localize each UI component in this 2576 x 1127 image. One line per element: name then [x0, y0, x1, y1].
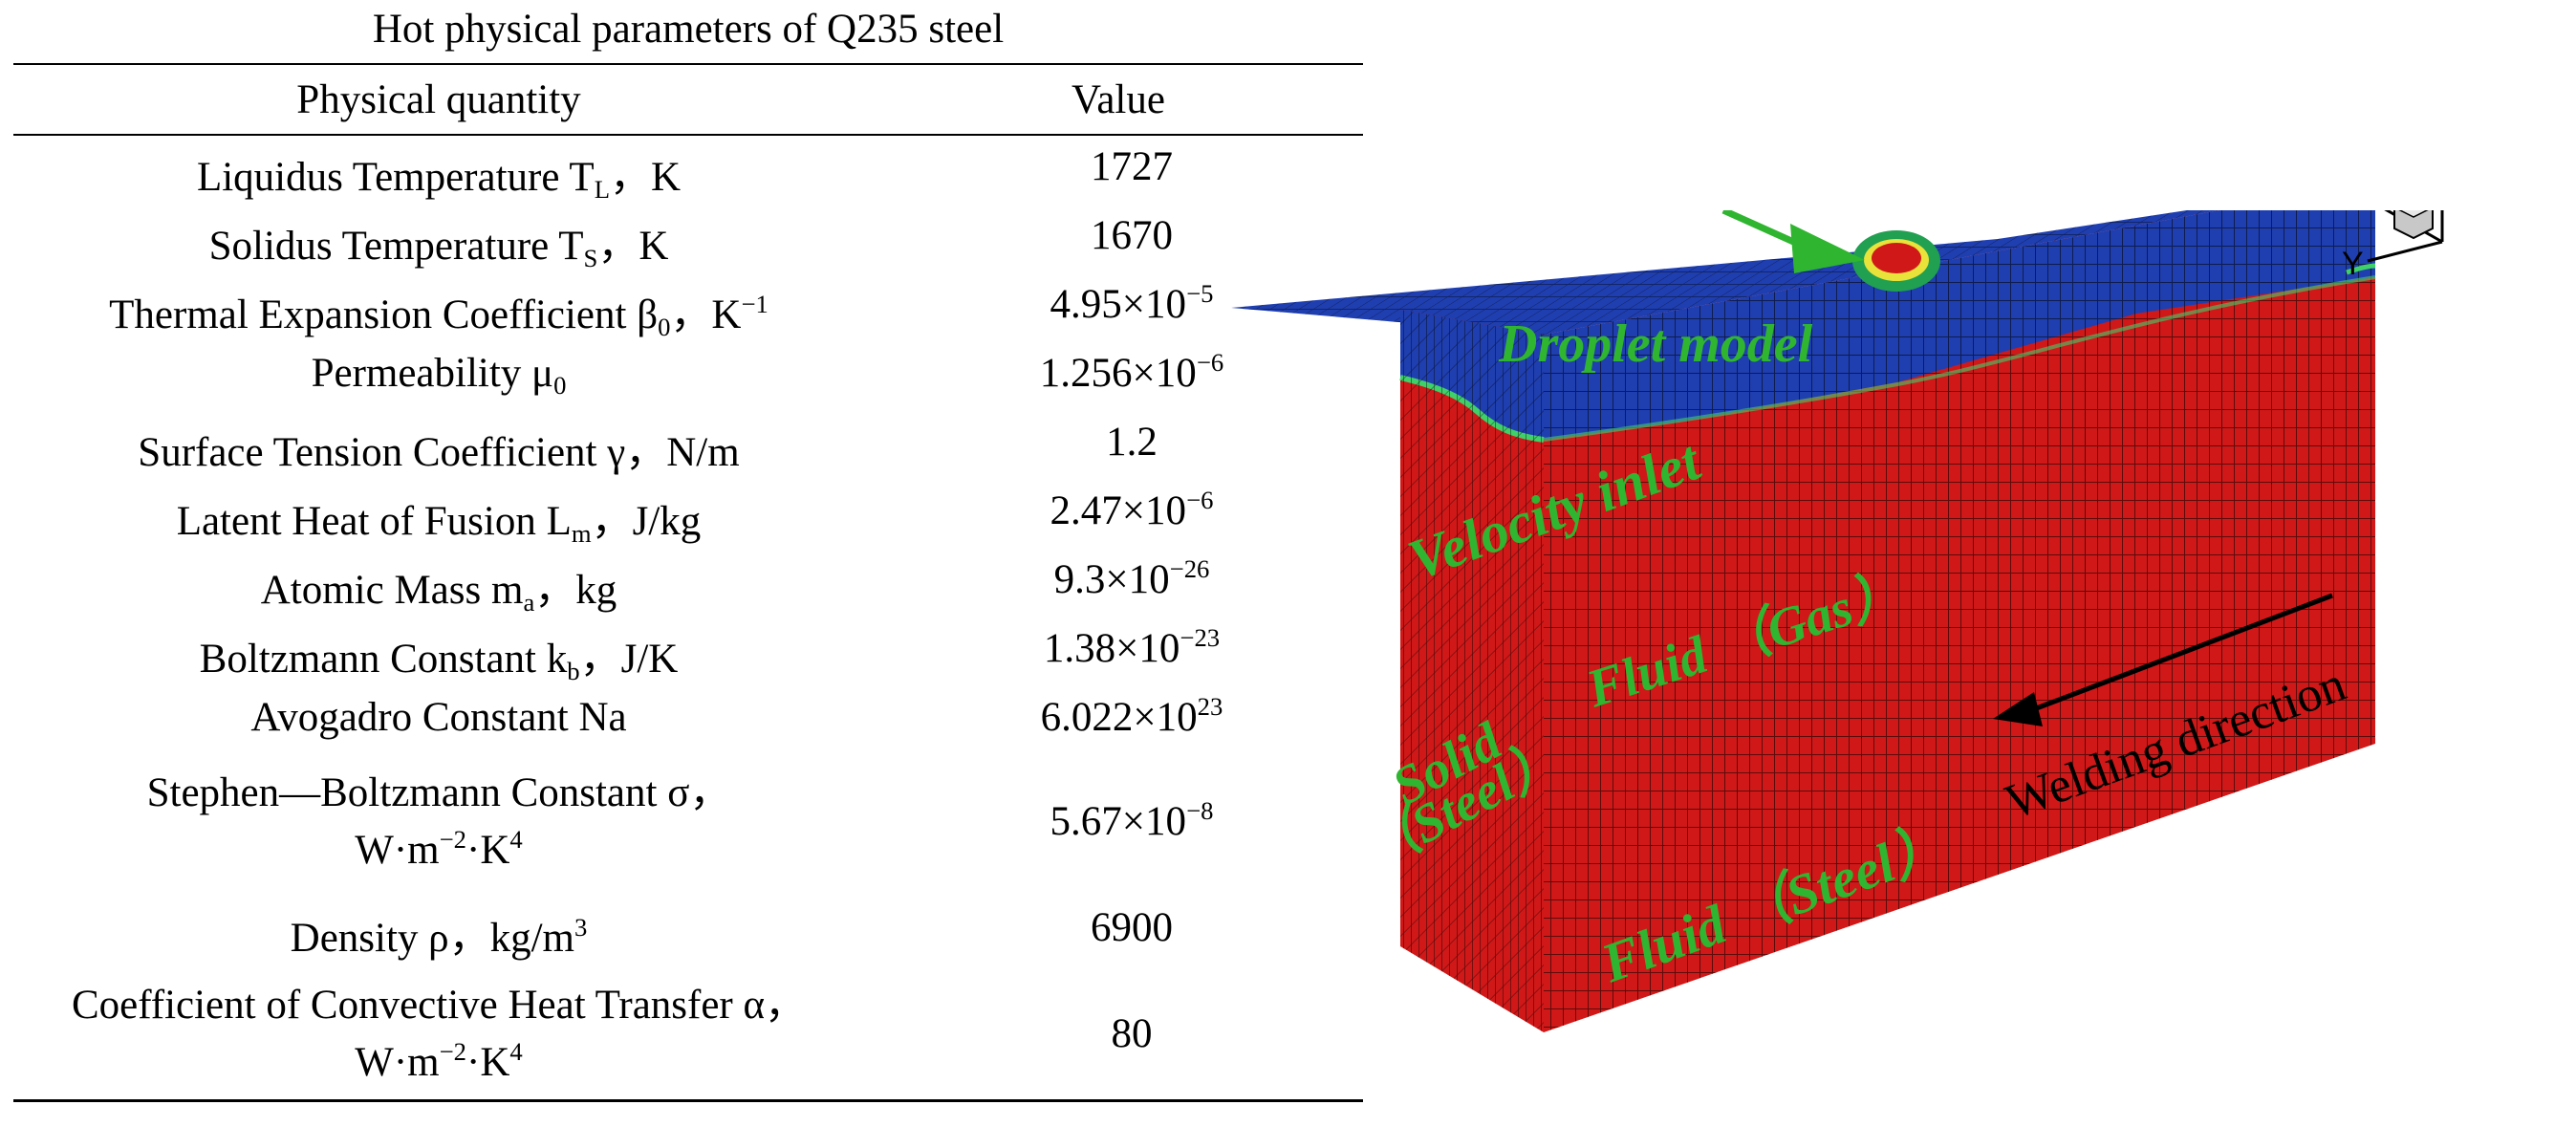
- parameter-table: Hot physical parameters of Q235 steel Ph…: [13, 7, 1363, 1102]
- value-cell: 2.47×10−6: [1050, 486, 1214, 533]
- quantity-cell: Thermal Expansion Coefficient β0，K−1: [109, 290, 768, 341]
- quantity-line1: Stephen—Boltzmann Constant σ，: [146, 770, 731, 815]
- droplet-arrow: [1721, 210, 1865, 273]
- quantity-line2: W·m−2·K4: [355, 825, 523, 873]
- quantity-cell: Density ρ，kg/m3: [290, 913, 588, 961]
- table-bottom-rule: [13, 1099, 1363, 1102]
- top-face: [1231, 210, 2219, 335]
- quantity-cell: Solidus Temperature TS，K: [208, 224, 669, 272]
- droplet-marker: [1852, 230, 1940, 292]
- value-cell: 1.2: [1106, 420, 1158, 465]
- value-cell: 9.3×10−26: [1053, 554, 1210, 602]
- quantity-cell: Surface Tension Coefficient γ，N/m: [138, 430, 740, 475]
- table-header-rule: [13, 134, 1363, 136]
- value-cell: 1670: [1091, 213, 1173, 258]
- header-quantity: Physical quantity: [296, 77, 581, 122]
- end-face: [1399, 310, 1545, 1032]
- front-face: [1544, 210, 2375, 1032]
- quantity-cell: Coefficient of Convective Heat Transfer …: [13, 977, 864, 1092]
- value-cell: 6900: [1091, 905, 1173, 950]
- quantity-cell: Permeability μ0: [311, 351, 567, 400]
- table-top-rule: [13, 63, 1363, 65]
- quantity-cell: Stephen—Boltzmann Constant σ， W·m−2·K4: [13, 765, 864, 879]
- quantity-cell: Atomic Mass ma，kg: [260, 568, 617, 617]
- quantity-cell: Avogadro Constant Na: [250, 695, 627, 740]
- value-cell: 6.022×1023: [1040, 692, 1223, 740]
- value-cell: 80: [1111, 1011, 1153, 1056]
- quantity-cell: Latent Heat of Fusion Lm，J/kg: [176, 499, 702, 548]
- welding-direction-arrow: [1993, 593, 2333, 726]
- axis-x-label: X: [2347, 210, 2369, 212]
- quantity-cell: Liquidus Temperature TL，K: [196, 155, 682, 204]
- label-droplet: Droplet model: [1498, 314, 1813, 374]
- quantity-cell: Boltzmann Constant kb，J/K: [199, 637, 679, 685]
- axis-triad: Z X Y: [2342, 210, 2444, 282]
- quantity-line1: Coefficient of Convective Heat Transfer …: [71, 983, 807, 1028]
- table-caption: Hot physical parameters of Q235 steel: [372, 7, 1005, 52]
- header-value: Value: [1072, 77, 1165, 122]
- value-cell: 5.67×10−8: [1050, 796, 1214, 844]
- value-cell: 4.95×10−5: [1050, 279, 1214, 327]
- quantity-line2: W·m−2·K4: [355, 1037, 523, 1085]
- axis-y-label: Y: [2342, 246, 2364, 282]
- value-cell: 1727: [1091, 144, 1173, 189]
- mesh-diagram: Droplet model Velocity inlet Fluid （Gas）…: [1231, 210, 2444, 1032]
- value-cell: 1.38×10−23: [1043, 623, 1221, 671]
- value-cell: 1.256×10−6: [1039, 348, 1224, 396]
